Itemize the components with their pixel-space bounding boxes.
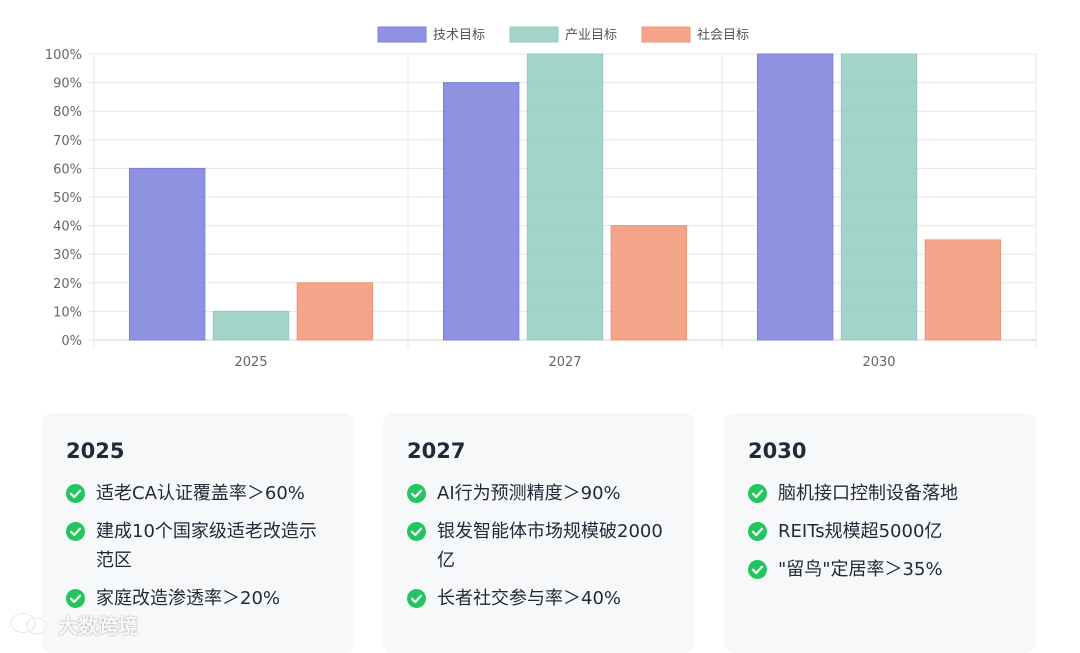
bar-chart: 0% 10% 20% 30% 40% 50% 60% 70% 80% 90% 100% 2025 202… [45, 26, 1037, 370]
list-item: AI行为预测精度＞90% [407, 479, 671, 508]
card-2027: 2027 AI行为预测精度＞90% 银发智能体市场规模破2000亿 长者社交参与… [383, 413, 695, 653]
card-2030: 2030 脑机接口控制设备落地 REITs规模超5000亿 "留鸟"定居率＞35… [724, 413, 1036, 653]
watermark: 大数跨境 [8, 609, 138, 639]
list-item: 长者社交参与率＞40% [407, 584, 671, 613]
list-item-text: AI行为预测精度＞90% [437, 483, 621, 504]
bar-社会目标-2030 [924, 239, 1002, 341]
check-circle-icon [748, 522, 767, 541]
list-item: 建成10个国家级适老改造示范区 [66, 517, 330, 575]
legend-swatch [377, 26, 427, 43]
x-tick-label: 2027 [548, 355, 581, 370]
bar-产业目标-2025 [212, 310, 290, 341]
check-circle-icon [748, 560, 767, 579]
card-year: 2030 [748, 439, 807, 463]
list-item-text: 家庭改造渗透率＞20% [96, 588, 281, 609]
bar-产业目标-2030 [840, 53, 918, 341]
check-circle-icon [66, 484, 85, 503]
x-tick-label: 2030 [862, 355, 895, 370]
y-tick-label: 20% [53, 277, 82, 292]
legend-label: 技术目标 [433, 28, 485, 43]
bar-产业目标-2027 [526, 53, 604, 341]
check-circle-icon [66, 522, 85, 541]
y-tick-label: 10% [53, 305, 82, 320]
wechat-logo-icon [9, 612, 49, 636]
check-circle-icon [66, 589, 85, 608]
watermark-text: 大数跨境 [58, 613, 138, 638]
list-item: REITs规模超5000亿 [748, 517, 1012, 546]
list-item: 家庭改造渗透率＞20% [66, 584, 330, 613]
list-item: 适老CA认证覆盖率＞60% [66, 479, 330, 508]
card-list: 适老CA认证覆盖率＞60% 建成10个国家级适老改造示范区 家庭改造渗透率＞20… [66, 479, 330, 613]
list-item-text: 建成10个国家级适老改造示范区 [96, 521, 317, 571]
check-circle-icon [407, 589, 426, 608]
bar-社会目标-2025 [296, 282, 374, 341]
y-tick-label: 40% [53, 220, 82, 235]
list-item-text: 脑机接口控制设备落地 [778, 483, 958, 504]
chart-svg: 0% 10% 20% 30% 40% 50% 60% 70% 80% 90% 100% 2025 202… [45, 26, 1037, 370]
bar-社会目标-2027 [610, 225, 688, 341]
list-item: 银发智能体市场规模破2000亿 [407, 517, 671, 575]
legend-swatch [509, 26, 559, 43]
y-tick-label: 80% [53, 105, 82, 120]
y-tick-label: 50% [53, 191, 82, 206]
bar-技术目标-2030 [756, 53, 834, 341]
check-circle-icon [407, 522, 426, 541]
y-tick-label: 90% [53, 77, 82, 92]
y-tick-label: 60% [53, 162, 82, 177]
list-item-text: 长者社交参与率＞40% [437, 588, 622, 609]
check-circle-icon [407, 484, 426, 503]
y-tick-label: 0% [61, 334, 82, 349]
legend-swatch [641, 26, 691, 43]
legend-label: 社会目标 [697, 27, 749, 43]
card-year: 2027 [407, 439, 466, 463]
legend-label: 产业目标 [565, 28, 617, 43]
y-tick-label: 30% [53, 248, 82, 263]
card-list: AI行为预测精度＞90% 银发智能体市场规模破2000亿 长者社交参与率＞40% [407, 479, 671, 613]
bar-技术目标-2027 [442, 82, 520, 341]
x-tick-label: 2025 [234, 355, 267, 370]
check-circle-icon [748, 484, 767, 503]
card-year: 2025 [66, 439, 125, 463]
list-item: "留鸟"定居率＞35% [748, 555, 1012, 584]
card-2025: 2025 适老CA认证覆盖率＞60% 建成10个国家级适老改造示范区 家庭改造渗… [42, 413, 354, 653]
bar-技术目标-2025 [128, 167, 206, 341]
y-tick-label: 100% [45, 48, 82, 63]
y-tick-label: 70% [53, 134, 82, 149]
milestone-cards: 2025 适老CA认证覆盖率＞60% 建成10个国家级适老改造示范区 家庭改造渗… [42, 413, 1036, 653]
list-item-text: 适老CA认证覆盖率＞60% [96, 483, 305, 504]
list-item: 脑机接口控制设备落地 [748, 479, 1012, 508]
list-item-text: 银发智能体市场规模破2000亿 [437, 521, 663, 571]
list-item-text: REITs规模超5000亿 [778, 521, 943, 542]
list-item-text: "留鸟"定居率＞35% [778, 559, 943, 580]
card-list: 脑机接口控制设备落地 REITs规模超5000亿 "留鸟"定居率＞35% [748, 479, 1012, 584]
